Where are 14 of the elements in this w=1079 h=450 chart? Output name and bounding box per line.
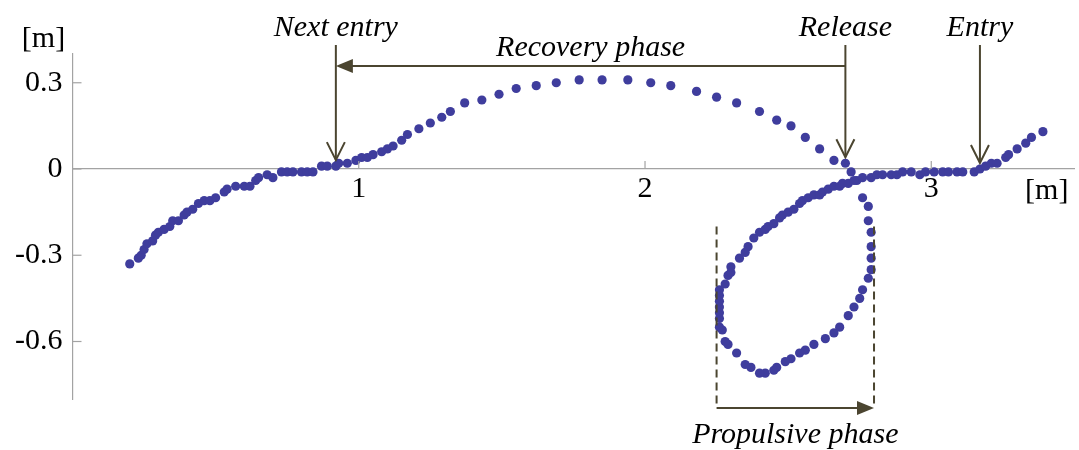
annotation: Recovery phase xyxy=(495,28,686,62)
x-tick-label: 3 xyxy=(923,169,939,203)
y-tick-label: 0.3 xyxy=(25,63,63,97)
annotation: Next entry xyxy=(272,8,399,42)
annotation: Release xyxy=(797,8,893,42)
x-tick-label: 1 xyxy=(351,169,367,203)
annotation: Entry xyxy=(945,8,1014,42)
y-axis-title: [m] xyxy=(21,19,66,53)
x-tick-label: 2 xyxy=(637,169,653,203)
y-tick-label: -0.6 xyxy=(15,322,63,356)
y-tick-label: -0.3 xyxy=(15,236,63,270)
text: Propulsive phase xyxy=(691,415,899,449)
y-tick-label: 0 xyxy=(47,149,63,183)
x-axis-title: [m] xyxy=(1025,171,1069,205)
